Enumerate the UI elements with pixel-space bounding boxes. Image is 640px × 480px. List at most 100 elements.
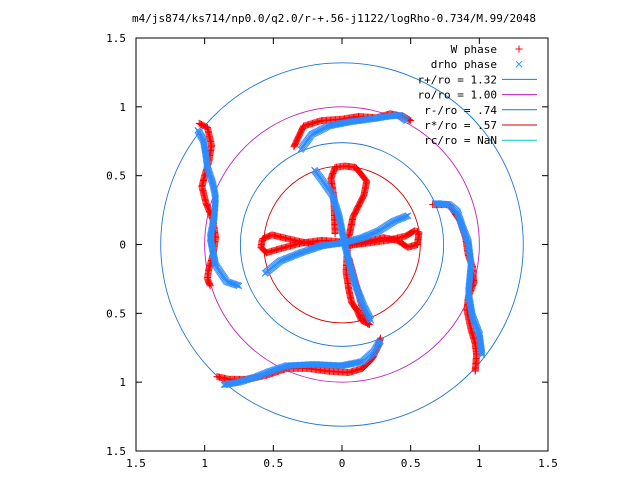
legend-label: W phase xyxy=(451,43,497,56)
drho-phase-point xyxy=(329,191,336,199)
drho-phase-point xyxy=(355,235,363,243)
drho-phase-point xyxy=(334,209,342,217)
drho-phase-point xyxy=(345,256,352,264)
drho-phase-point xyxy=(342,246,350,254)
drho-phase-point xyxy=(377,337,384,345)
y-tick-label: 0.5 xyxy=(106,307,126,320)
drho-phase-point xyxy=(309,245,317,253)
drho-phase-point xyxy=(478,348,486,356)
x-tick-label: 1.5 xyxy=(126,457,146,470)
drho-phase-point xyxy=(333,207,341,215)
drho-phase-point xyxy=(313,244,320,251)
legend: W phase drho phase r+/ro = 1.32 ro/ro = 1.0… xyxy=(418,43,537,147)
y-tick-label: 1.5 xyxy=(106,32,126,45)
drho-phase-point xyxy=(334,208,342,216)
drho-phase-point xyxy=(333,205,340,212)
drho-phase-point xyxy=(332,202,340,210)
w-phase-point xyxy=(206,282,214,290)
chart-title: m4/js874/ks714/np0.0/q2.0/r-+.56-j1122/l… xyxy=(132,12,536,25)
drho-phase-point xyxy=(444,201,452,208)
y-tick-label: 1 xyxy=(119,376,126,389)
drho-phase-point xyxy=(345,238,352,245)
x-tick-label: 1 xyxy=(476,457,483,470)
data-points xyxy=(194,110,486,389)
drho-phase-point xyxy=(305,246,313,254)
drho-phase-point xyxy=(299,248,307,256)
drho-phase-point xyxy=(356,358,364,366)
x-tick-label: 0.5 xyxy=(401,457,421,470)
drho-phase-point xyxy=(354,235,361,243)
drho-phase-point xyxy=(234,379,242,386)
drho-phase-point xyxy=(308,245,316,253)
legend-label: r-/ro = .74 xyxy=(424,104,497,117)
drho-phase-point xyxy=(301,248,308,255)
legend-label: rc/ro = NaN xyxy=(424,134,497,147)
drho-phase-point xyxy=(297,249,305,257)
drho-phase-point xyxy=(343,247,350,255)
x-tick-label: 1 xyxy=(201,457,208,470)
legend-label: r*/ro = .57 xyxy=(424,119,497,132)
drho-phase-point xyxy=(311,244,319,252)
drho-phase-point xyxy=(352,235,360,243)
drho-phase-point xyxy=(314,243,322,251)
drho-phase-point xyxy=(307,246,314,253)
drho-phase-point xyxy=(350,236,357,244)
drho-phase-point xyxy=(298,249,306,256)
drho-phase-point xyxy=(310,244,318,252)
drho-phase-point xyxy=(346,237,354,245)
axis-ticks: 1.5 1 0.5 0 0.5 1 1.51.510.500.511.5 xyxy=(106,32,558,470)
y-tick-label: 0.5 xyxy=(106,170,126,183)
w-phase-point xyxy=(331,229,339,237)
circle-r+ xyxy=(160,62,524,427)
drho-phase-point xyxy=(329,192,337,200)
drho-phase-point xyxy=(333,206,341,213)
drho-phase-point xyxy=(332,201,339,209)
drho-phase-point xyxy=(331,198,339,206)
drho-phase-point xyxy=(329,194,337,201)
drho-phase-point xyxy=(335,211,342,218)
drho-phase-point xyxy=(403,212,411,220)
drho-phase-point xyxy=(478,349,486,357)
drho-phase-point xyxy=(351,236,359,244)
circle-ro xyxy=(204,106,480,383)
drho-phase-point xyxy=(304,246,312,254)
drho-phase-point xyxy=(337,239,345,247)
drho-phase-point xyxy=(356,234,364,242)
drho-phase-point xyxy=(332,203,340,211)
drho-phase-point xyxy=(478,351,486,358)
y-tick-label: 1.5 xyxy=(106,445,126,458)
w-phase-point xyxy=(471,367,479,375)
drho-phase-point xyxy=(331,200,339,207)
drho-phase-point xyxy=(348,237,356,244)
x-tick-label: 1.5 xyxy=(538,457,558,470)
drho-phase-point xyxy=(342,238,350,246)
x-tick-label: 0.5 xyxy=(263,457,283,470)
drho-phase-point xyxy=(345,259,353,266)
drho-phase-point xyxy=(339,239,347,247)
drho-phase-point xyxy=(234,282,242,289)
drho-phase-point xyxy=(302,247,310,255)
y-tick-label: 1 xyxy=(119,101,126,114)
drho-phase-point xyxy=(468,310,476,317)
drho-phase-point xyxy=(344,254,352,261)
drho-phase-point xyxy=(343,248,351,256)
w-phase-point xyxy=(407,117,415,125)
drho-phase-point xyxy=(303,247,311,255)
drho-phase-point xyxy=(367,316,375,324)
drho-phase-point xyxy=(338,239,346,247)
drho-phase-point xyxy=(330,197,338,205)
drho-phase-point xyxy=(341,239,348,246)
drho-phase-point xyxy=(344,252,352,260)
drho-phase-point xyxy=(345,257,353,265)
drho-phase-point xyxy=(346,261,354,269)
drho-phase-point xyxy=(515,60,523,68)
drho-phase-point xyxy=(203,162,211,170)
drho-phase-point xyxy=(403,117,410,124)
drho-phase-point xyxy=(330,195,337,202)
drho-phase-point xyxy=(211,259,219,267)
drho-phase-point xyxy=(347,237,355,245)
circle-r- xyxy=(239,142,445,347)
y-tick-label: 0 xyxy=(119,239,126,252)
drho-phase-point xyxy=(342,245,350,252)
legend-label: r+/ro = 1.32 xyxy=(418,73,497,86)
